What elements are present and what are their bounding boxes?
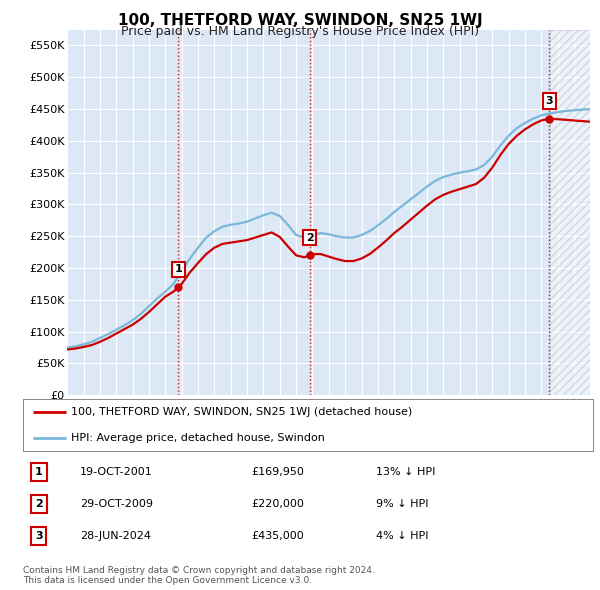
Text: £220,000: £220,000 [251,499,304,509]
Text: £169,950: £169,950 [251,467,304,477]
Text: 2: 2 [35,499,43,509]
Text: 4% ↓ HPI: 4% ↓ HPI [376,531,428,540]
Text: 28-JUN-2024: 28-JUN-2024 [80,531,151,540]
Text: 2: 2 [306,232,314,242]
Text: 1: 1 [175,264,182,274]
Text: £435,000: £435,000 [251,531,304,540]
Text: 19-OCT-2001: 19-OCT-2001 [80,467,152,477]
Text: 100, THETFORD WAY, SWINDON, SN25 1WJ (detached house): 100, THETFORD WAY, SWINDON, SN25 1WJ (de… [71,408,413,417]
Text: 1: 1 [35,467,43,477]
Text: 9% ↓ HPI: 9% ↓ HPI [376,499,428,509]
Text: HPI: Average price, detached house, Swindon: HPI: Average price, detached house, Swin… [71,434,325,443]
Text: 3: 3 [545,96,553,106]
Text: 100, THETFORD WAY, SWINDON, SN25 1WJ: 100, THETFORD WAY, SWINDON, SN25 1WJ [118,13,482,28]
Text: 13% ↓ HPI: 13% ↓ HPI [376,467,436,477]
Text: Price paid vs. HM Land Registry's House Price Index (HPI): Price paid vs. HM Land Registry's House … [121,25,479,38]
Text: Contains HM Land Registry data © Crown copyright and database right 2024.
This d: Contains HM Land Registry data © Crown c… [23,566,374,585]
Text: 3: 3 [35,531,43,540]
Text: 29-OCT-2009: 29-OCT-2009 [80,499,153,509]
Bar [550,30,590,395]
